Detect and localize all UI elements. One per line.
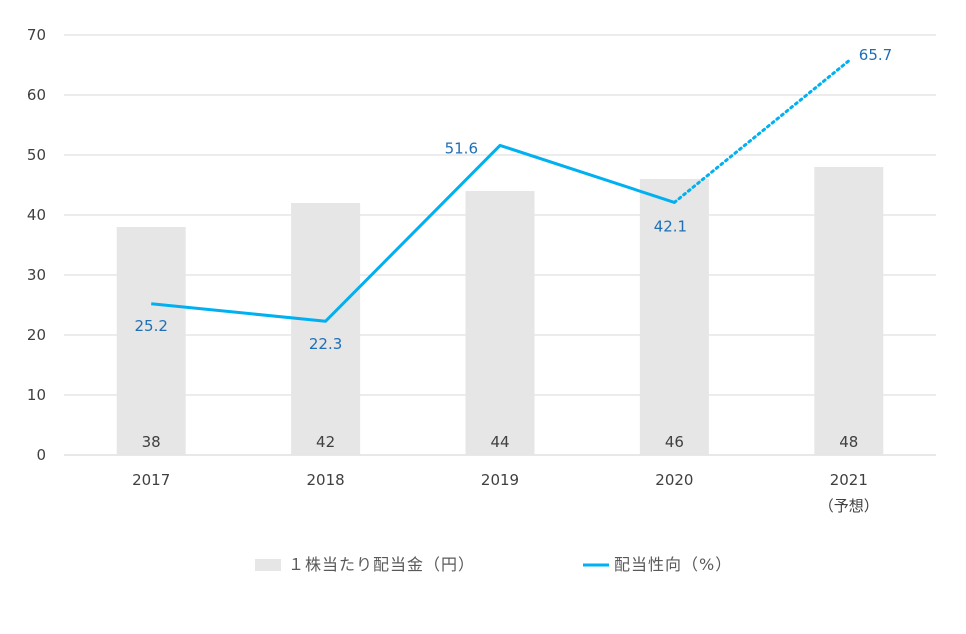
y-tick-label: 70 — [27, 26, 46, 44]
x-tick-label: 2019 — [481, 471, 519, 489]
y-axis: 0 10 20 30 40 50 60 70 — [27, 26, 46, 464]
y-tick-label: 60 — [27, 86, 46, 104]
legend-line-label: 配当性向（%） — [614, 555, 732, 574]
bar — [639, 179, 709, 455]
bar-value-label: 42 — [316, 433, 335, 451]
bar-value-label: 38 — [142, 433, 161, 451]
x-axis: 2017 2018 2019 2020 2021 （予想） — [132, 471, 879, 515]
y-tick-label: 20 — [27, 326, 46, 344]
line-solid-segment — [151, 143, 675, 323]
bar-data-labels: 38 42 44 46 48 — [142, 433, 859, 451]
y-tick-label: 10 — [27, 386, 46, 404]
y-tick-label: 50 — [27, 146, 46, 164]
y-tick-label: 40 — [27, 206, 46, 224]
legend-bar-swatch — [255, 559, 281, 571]
line-value-label: 65.7 — [859, 46, 892, 64]
line-series — [151, 59, 851, 323]
bar — [814, 167, 884, 455]
line-value-label: 22.3 — [309, 335, 342, 353]
line-value-label: 51.6 — [445, 139, 478, 157]
bar-value-label: 44 — [490, 433, 509, 451]
legend-bar-label: １株当たり配当金（円） — [288, 555, 475, 574]
bar — [291, 203, 361, 455]
x-tick-label: 2018 — [307, 471, 345, 489]
legend: １株当たり配当金（円） 配当性向（%） — [255, 555, 732, 574]
bar-series — [116, 167, 884, 455]
y-tick-label: 30 — [27, 266, 46, 284]
x-tick-label: 2021 — [830, 471, 868, 489]
bar-value-label: 46 — [665, 433, 684, 451]
bar — [116, 227, 186, 455]
x-tick-label: 2017 — [132, 471, 170, 489]
line-forecast-segment — [672, 59, 851, 204]
x-tick-label: 2020 — [655, 471, 693, 489]
x-tick-sublabel: （予想） — [819, 497, 879, 515]
y-tick-label: 0 — [36, 446, 46, 464]
bar-value-label: 48 — [839, 433, 858, 451]
bar — [465, 191, 535, 455]
line-data-labels: 25.2 22.3 51.6 42.1 65.7 — [134, 46, 892, 353]
line-value-label: 42.1 — [654, 217, 687, 235]
line-value-label: 25.2 — [134, 317, 167, 335]
